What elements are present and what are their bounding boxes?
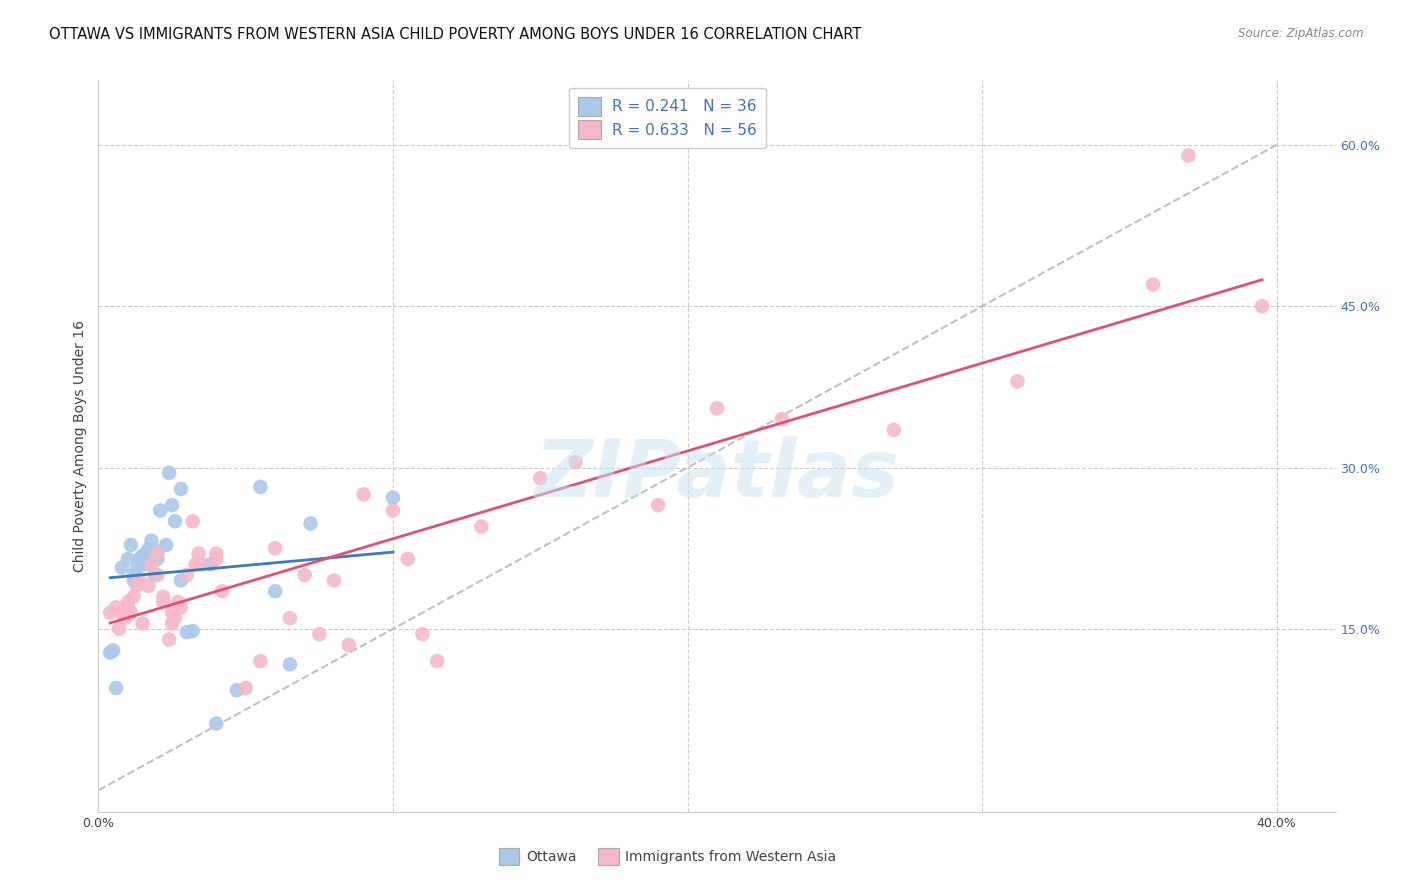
Point [278,657,301,672]
Point [117,600,139,615]
Point [770,412,793,426]
Text: Source: ZipAtlas.com: Source: ZipAtlas.com [1239,27,1364,40]
Point [323,574,346,588]
Point [122,590,145,604]
Point [122,568,145,582]
Point [706,401,728,416]
Point [249,654,271,668]
Point [1177,148,1199,162]
Point [176,568,198,582]
Point [211,584,233,599]
Point [353,487,375,501]
Point [117,595,139,609]
Point [264,584,287,599]
Point [249,480,271,494]
Point [120,606,142,620]
Point [146,568,169,582]
Point [181,624,204,638]
Point [138,579,160,593]
Point [160,606,183,620]
Point [122,574,145,588]
Text: ZIPatlas: ZIPatlas [534,436,900,515]
Point [564,455,586,469]
Point [167,595,190,609]
Point [163,514,186,528]
Point [205,552,228,566]
Point [138,542,160,557]
Point [125,579,148,593]
Point [205,716,228,731]
Point [470,519,492,533]
Point [143,568,166,582]
Point [128,574,150,588]
Point [382,503,405,517]
Point [105,600,128,615]
Point [111,560,134,574]
Point [337,638,360,652]
Point [205,547,228,561]
Point [411,627,433,641]
Point [308,627,330,641]
Point [120,538,142,552]
Point [131,616,153,631]
Point [105,681,128,695]
Point [157,632,180,647]
Point [278,611,301,625]
Point [135,558,157,572]
Point [163,611,186,625]
Point [647,498,669,512]
Point [190,558,212,572]
Point [146,544,169,558]
Point [1251,299,1274,313]
Point [152,590,174,604]
Y-axis label: Child Poverty Among Boys Under 16: Child Poverty Among Boys Under 16 [73,320,87,572]
Point [152,595,174,609]
Point [299,516,322,531]
Point [181,514,204,528]
Point [114,611,136,625]
Point [382,491,405,505]
Legend: Ottawa, Immigrants from Western Asia: Ottawa, Immigrants from Western Asia [494,843,842,871]
Point [160,616,183,631]
Point [149,503,172,517]
Point [170,574,193,588]
Point [108,622,131,636]
Point [187,547,209,561]
Point [101,643,124,657]
Point [117,552,139,566]
Point [426,654,449,668]
Point [294,568,316,582]
Point [155,538,177,552]
Point [111,606,134,620]
Point [135,547,157,561]
Point [883,423,905,437]
Point [176,625,198,640]
Point [396,552,419,566]
Point [131,549,153,563]
Point [170,600,193,615]
Point [157,466,180,480]
Point [225,683,247,698]
Point [146,552,169,566]
Point [235,681,257,695]
Point [200,558,222,572]
Text: OTTAWA VS IMMIGRANTS FROM WESTERN ASIA CHILD POVERTY AMONG BOYS UNDER 16 CORRELA: OTTAWA VS IMMIGRANTS FROM WESTERN ASIA C… [49,27,862,42]
Point [98,646,121,660]
Point [1142,277,1164,292]
Point [1007,375,1029,389]
Point [125,563,148,577]
Point [529,471,551,485]
Point [184,558,207,572]
Point [170,482,193,496]
Point [141,533,163,548]
Point [141,547,163,561]
Point [160,498,183,512]
Point [146,547,169,561]
Point [128,552,150,566]
Point [141,558,163,572]
Point [98,606,121,620]
Point [264,541,287,556]
